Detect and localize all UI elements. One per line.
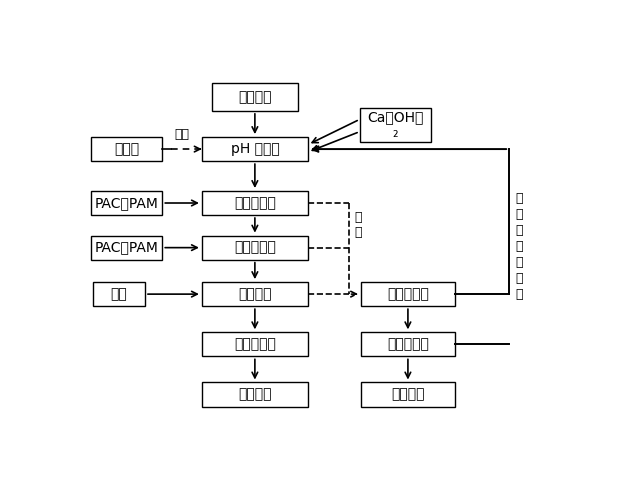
Text: 泥
渣: 泥 渣	[355, 212, 362, 239]
Text: 达标排放: 达标排放	[238, 387, 271, 401]
Bar	[361, 383, 455, 407]
Text: 污泥浓缩池: 污泥浓缩池	[387, 287, 429, 301]
Text: 絮凝沉淀器: 絮凝沉淀器	[234, 196, 276, 210]
Text: 搅拌: 搅拌	[175, 128, 190, 141]
Bar	[202, 282, 308, 306]
Text: pH 调节池: pH 调节池	[231, 142, 279, 156]
Bar	[90, 191, 162, 215]
Bar	[211, 83, 298, 111]
Bar	[93, 282, 145, 306]
Text: 吸附过滤器: 吸附过滤器	[234, 337, 276, 351]
Bar	[90, 236, 162, 260]
Bar	[202, 383, 308, 407]
Text: PAC、PAM: PAC、PAM	[94, 196, 159, 210]
Text: PAC、PAM: PAC、PAM	[94, 241, 159, 255]
Bar	[202, 236, 308, 260]
Text: 泥饼外运: 泥饼外运	[391, 387, 425, 401]
Bar	[361, 332, 455, 356]
Text: Ca（OH）
₂: Ca（OH） ₂	[368, 110, 424, 140]
Bar	[202, 191, 308, 215]
Text: 上
清
液
滤
液
回
流: 上 清 液 滤 液 回 流	[515, 192, 523, 301]
Text: 加酸: 加酸	[111, 287, 127, 301]
Bar	[90, 137, 162, 161]
Text: 污泥脱水机: 污泥脱水机	[387, 337, 429, 351]
Bar	[202, 137, 308, 161]
Text: 搅拌机: 搅拌机	[114, 142, 139, 156]
Bar	[361, 282, 455, 306]
Text: 缓冲水池: 缓冲水池	[238, 287, 271, 301]
Text: 生产废水: 生产废水	[238, 90, 271, 104]
Bar	[202, 332, 308, 356]
Text: 絮凝沉淀器: 絮凝沉淀器	[234, 241, 276, 255]
Bar	[360, 108, 431, 142]
